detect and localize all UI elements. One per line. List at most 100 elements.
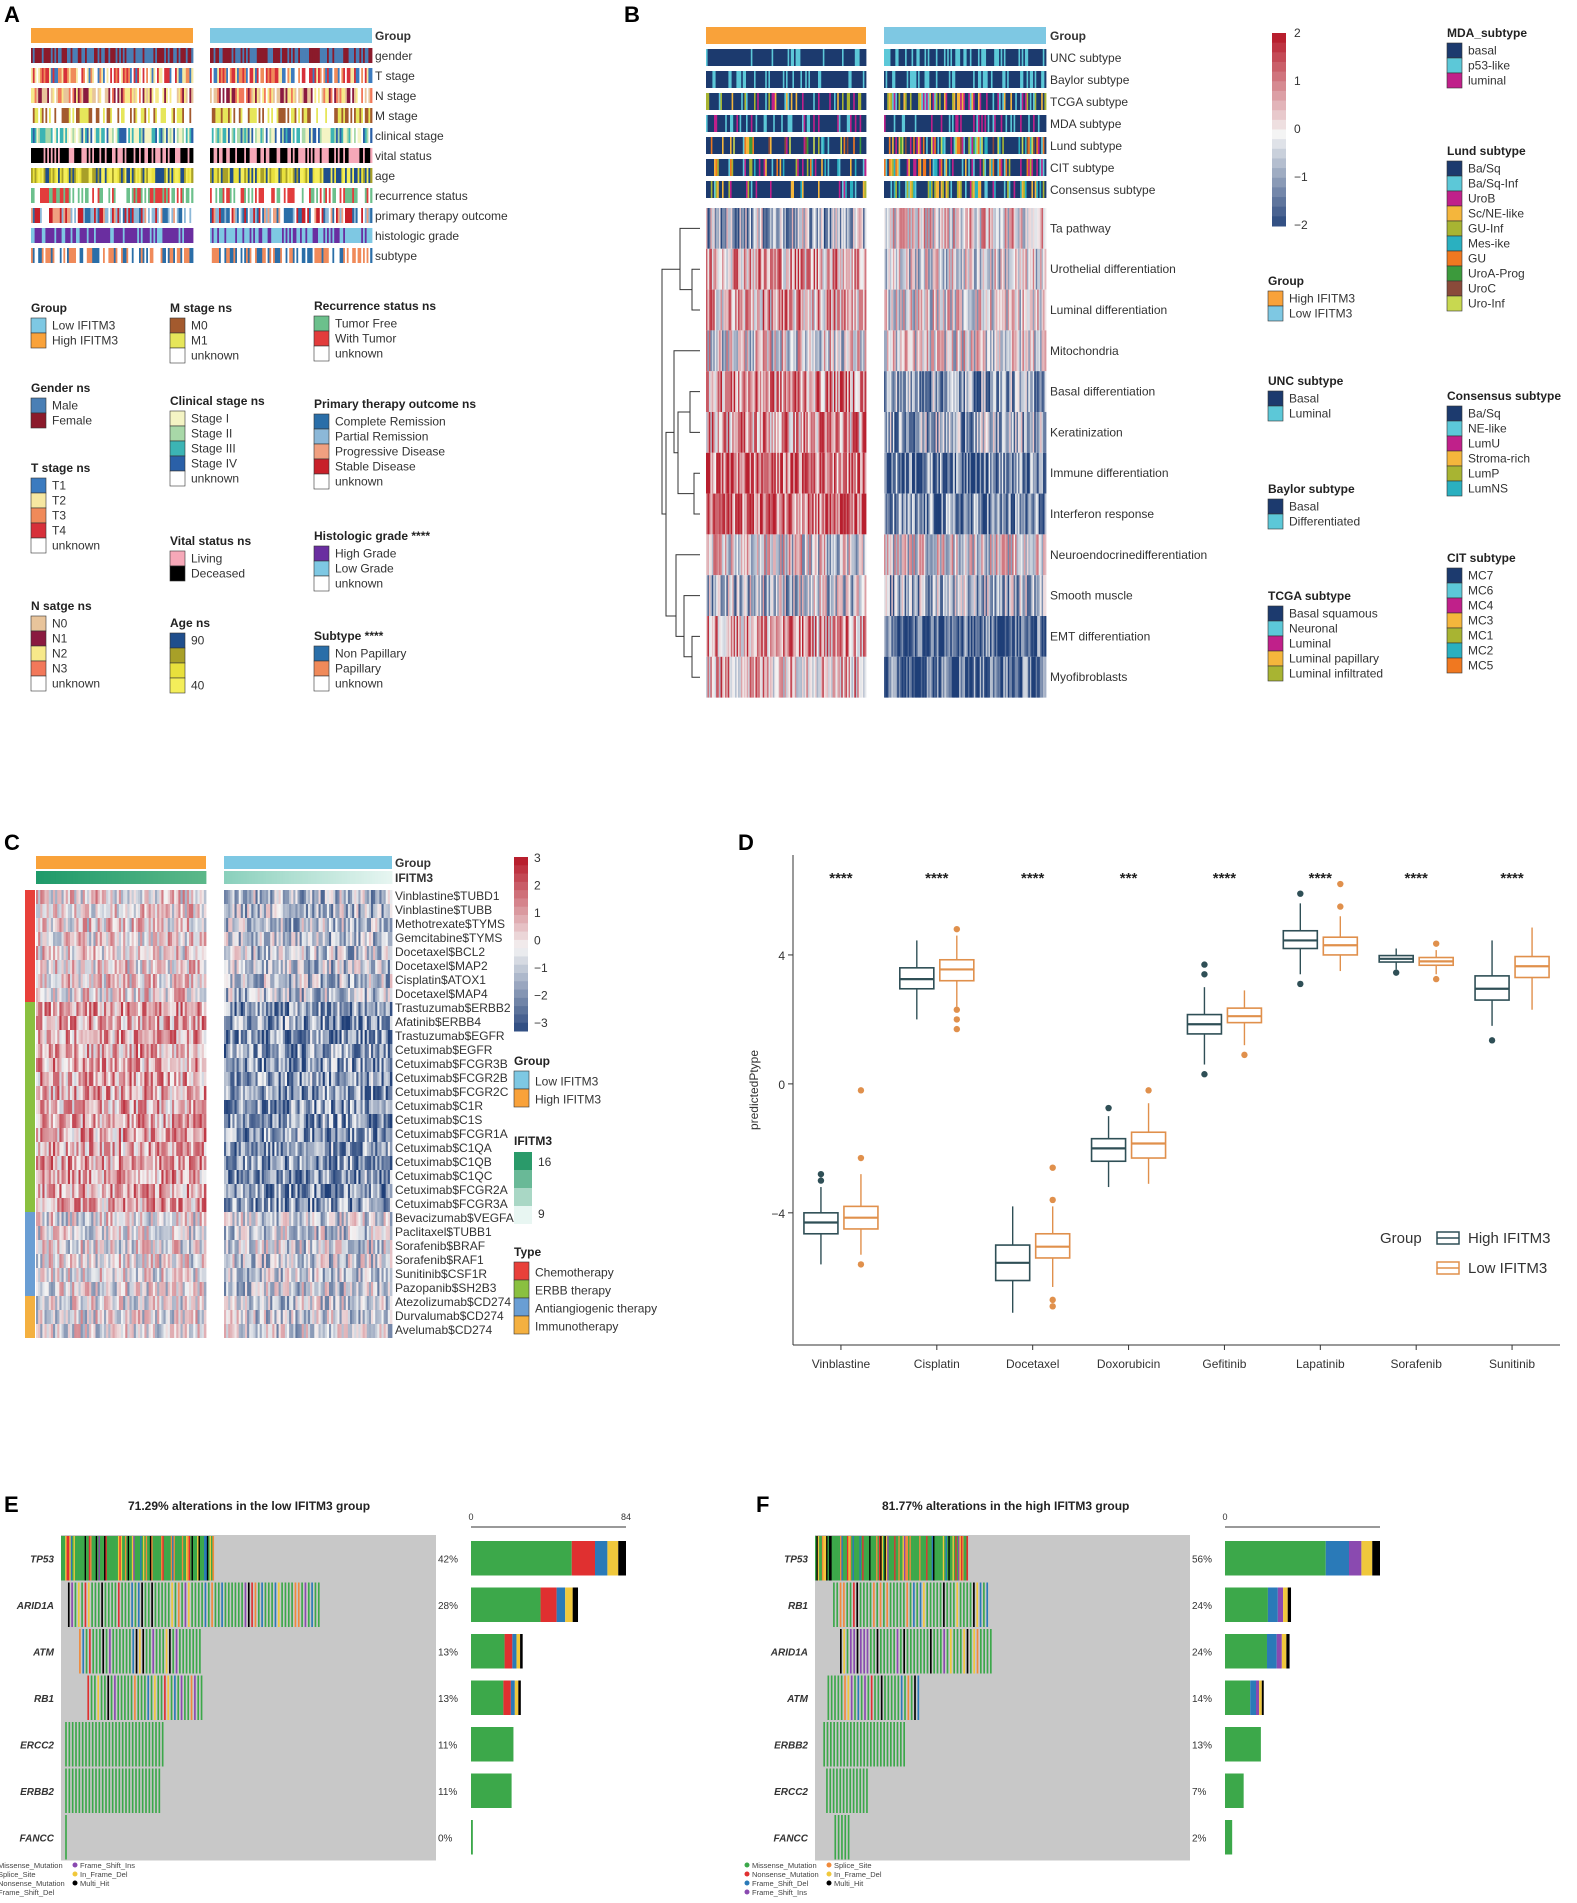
a-track-cell [40, 88, 43, 103]
a-track-cell [155, 228, 158, 243]
b-track-cell [1018, 181, 1021, 198]
b-track-cell [744, 49, 747, 66]
a-track-cell [332, 168, 335, 183]
b-track-cell [749, 71, 752, 88]
a-track-cell [178, 188, 181, 203]
a-track-cell [312, 88, 315, 103]
b-heat-row-cell [920, 208, 923, 249]
b-track-cell [819, 181, 822, 198]
a-track-cell [88, 48, 91, 63]
a-track-cell [31, 108, 34, 123]
b-track-cell [742, 93, 745, 110]
b-heat-row-cell [831, 248, 833, 290]
b-heat-row-cell [861, 208, 864, 249]
a-track-cell [54, 108, 57, 123]
a-track-cell [92, 188, 95, 203]
a-legend-swatch [30, 522, 47, 539]
a-track-cell [298, 88, 301, 103]
b-track-cell [806, 49, 809, 66]
b-track-cell [776, 137, 779, 154]
b-track-cell [973, 137, 976, 154]
a-track-cell [50, 188, 53, 203]
b-track-cell [714, 49, 716, 66]
b-heat-row-cell [727, 330, 730, 372]
a-track-cell [262, 48, 265, 63]
b-track-cell [885, 181, 888, 198]
a-track-cell [113, 48, 116, 63]
b-track-cell [734, 71, 737, 88]
a-track-cell [41, 68, 44, 83]
b-track-cell [1023, 159, 1026, 176]
a-track-cell [237, 148, 240, 163]
b-track-cell [778, 137, 780, 154]
b-heat-row-cell [1037, 208, 1040, 249]
a-track-cell [258, 88, 261, 103]
b-track-cell [709, 115, 712, 132]
a-track-cell [226, 88, 229, 103]
b-heat-row-cell [923, 248, 926, 290]
b-track-cell [989, 93, 992, 110]
a-track-cell [97, 168, 100, 183]
b-heat-row-cell [1038, 289, 1041, 331]
a-track-cell [274, 248, 277, 263]
b-heat-row-cell [813, 248, 816, 290]
b-heat-row-cell [733, 330, 736, 372]
b-track-cell [726, 71, 729, 88]
a-track-cell [296, 188, 299, 203]
b-heat-row-cell [770, 289, 772, 331]
a-track-cell [155, 168, 158, 183]
a-track-cell [153, 188, 156, 203]
b-track-cell [977, 49, 980, 66]
a-track-cell [262, 188, 265, 203]
b-heat-row-cell [780, 248, 783, 290]
b-heat-row-cell [950, 289, 953, 331]
a-track-cell [112, 188, 115, 203]
b-track-cell [914, 159, 917, 176]
a-track-cell [283, 208, 286, 223]
b-heat-row-cell [770, 330, 772, 372]
b-track-cell [937, 49, 940, 66]
a-track-cell [31, 128, 34, 143]
b-track-cell [746, 137, 748, 154]
a-track-cell [81, 188, 84, 203]
b-heat-row-cell [803, 289, 806, 331]
b-track-cell [1028, 181, 1031, 198]
b-track-cell [896, 159, 899, 176]
b-track-cell [893, 159, 896, 176]
b-track-cell [1024, 181, 1027, 198]
a-legend-item: Deceased [191, 567, 245, 581]
b-group-low [884, 27, 1046, 44]
a-track-cell [43, 108, 46, 123]
b-track-cell [726, 115, 729, 132]
b-track-cell [929, 115, 932, 132]
b-heat-row-cell [966, 248, 969, 290]
b-track-cell [714, 71, 716, 88]
b-heat-row-cell [823, 248, 826, 290]
a-track-cell [318, 68, 321, 83]
b-track-cell [805, 71, 808, 88]
a-track [210, 48, 373, 63]
b-heat-row-cell [714, 330, 717, 372]
a-track-cell [115, 48, 118, 63]
b-track-cell [937, 115, 940, 132]
a-track-cell [213, 128, 216, 143]
b-track-cell [1029, 181, 1032, 198]
b-track-cell [987, 137, 990, 154]
a-track-cell [79, 68, 82, 83]
b-heat-row-cell [1016, 208, 1019, 249]
b-track-cell [974, 115, 977, 132]
b-heat-row-cell [723, 330, 726, 372]
a-track-cell [242, 228, 245, 243]
b-track-cell [762, 49, 764, 66]
b-heat-row-cell [826, 289, 829, 331]
b-track-cell [1013, 93, 1016, 110]
a-track-cell [88, 188, 91, 203]
b-track-cell [932, 71, 935, 88]
a-track-cell [318, 108, 321, 123]
a-track-cell [310, 228, 313, 243]
b-heat-row-cell [787, 289, 790, 331]
a-track-cell [47, 68, 50, 83]
a-track-cell [215, 168, 218, 183]
b-track-cell [947, 71, 950, 88]
b-track-cell [995, 115, 998, 132]
